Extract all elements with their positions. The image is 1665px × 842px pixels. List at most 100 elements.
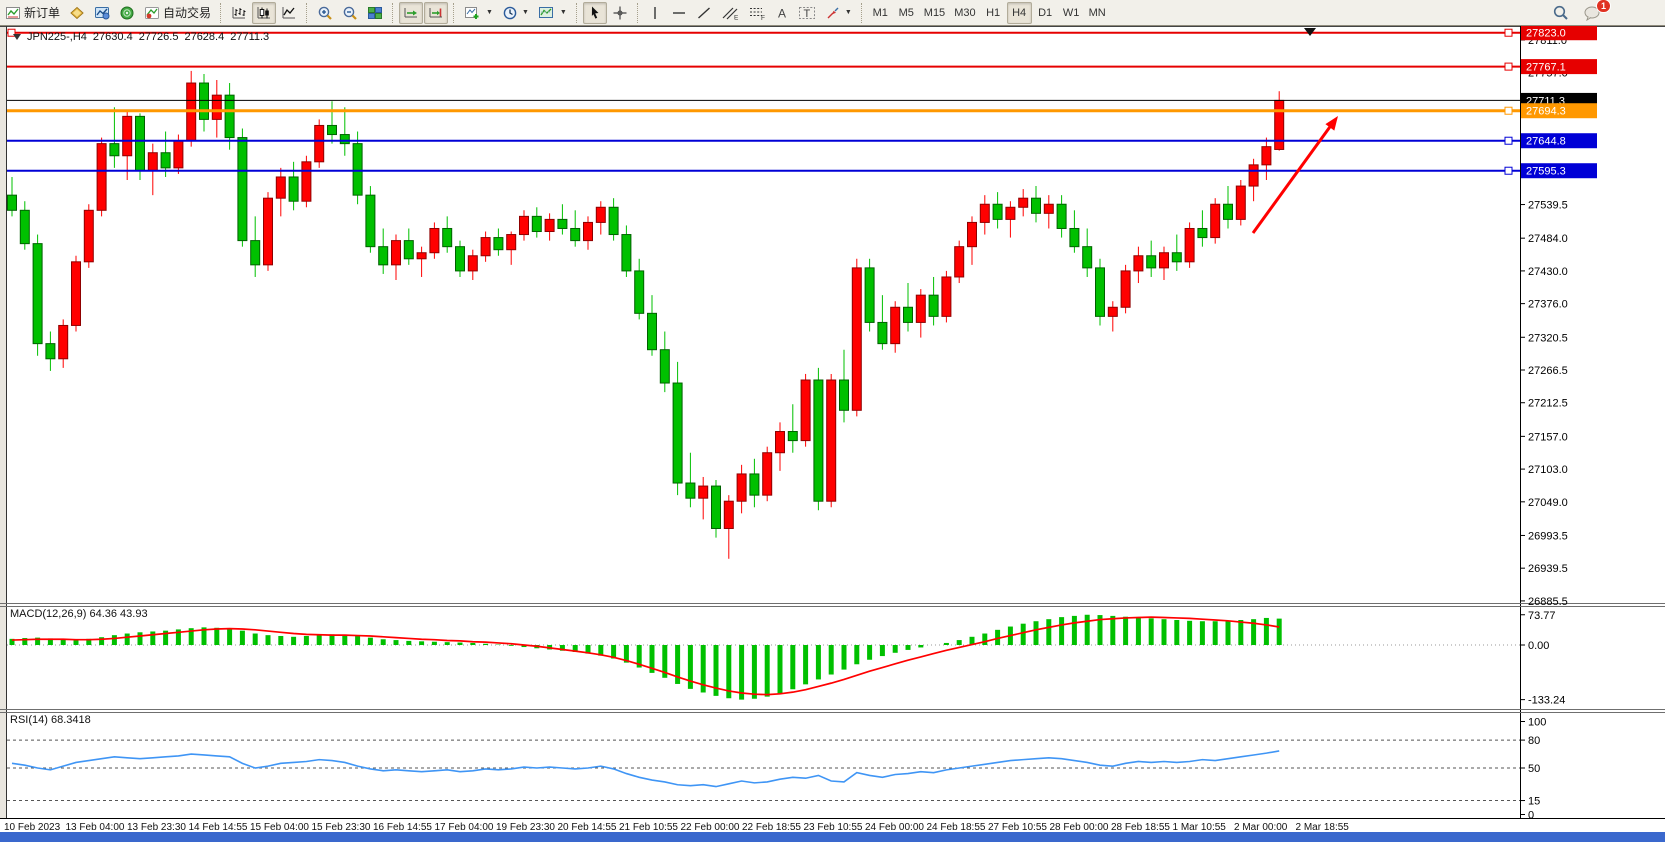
market-watch-button[interactable] (90, 2, 114, 24)
timeframe-button-h4[interactable]: H4 (1006, 1, 1032, 24)
svg-text:27644.8: 27644.8 (1526, 136, 1566, 148)
timeframe-button-m1[interactable]: M1 (872, 6, 888, 19)
svg-text:27595.3: 27595.3 (1526, 166, 1566, 178)
fibonacci-icon: F (748, 5, 766, 22)
ohlc-close: 27711.3 (230, 31, 270, 43)
candlestick (595, 201, 606, 235)
channel-icon: E (721, 5, 739, 21)
svg-text:T: T (803, 8, 810, 20)
candlestick (647, 295, 657, 356)
line-handle[interactable] (1504, 62, 1513, 71)
text-label-tool-button[interactable]: T (794, 2, 820, 24)
candlestick (506, 231, 517, 265)
new-order-button[interactable]: 新订单 (2, 2, 64, 24)
chart-object-marker[interactable] (1304, 28, 1316, 36)
time-axis-label: 16 Feb 14:55 (373, 822, 432, 833)
candlestick (967, 216, 977, 265)
price-badge: 27644.8 (1521, 133, 1597, 149)
candlestick (237, 128, 248, 247)
autotrading-icon (144, 5, 160, 21)
chart-shift-button[interactable] (424, 1, 449, 24)
price-axis-label: 27212.5 (1528, 398, 1568, 410)
horizontal-line-27644.8[interactable] (7, 136, 1520, 145)
candlestick (416, 246, 427, 277)
timeframe-button-h1[interactable]: H1 (986, 6, 1001, 19)
timeframe-button-mn[interactable]: MN (1088, 6, 1106, 19)
time-axis-label: 22 Feb 18:55 (742, 822, 801, 833)
periods-button[interactable]: ▼ (498, 2, 533, 24)
timeframe-button-m30[interactable]: M30 (954, 6, 976, 19)
timeframe-button-m15[interactable]: M15 (923, 6, 946, 19)
time-axis-label: 10 Feb 2023 (4, 822, 61, 833)
timeframe-button-m5[interactable]: M5 (898, 6, 914, 19)
tile-windows-button[interactable] (363, 2, 387, 24)
trendline-icon (696, 5, 712, 21)
bar-chart-icon (231, 5, 247, 21)
price-axis-label: 27320.5 (1528, 332, 1568, 344)
line-handle[interactable] (1504, 28, 1513, 37)
price-axis-label: 27157.0 (1528, 431, 1568, 443)
ohlc-open: 27630.4 (92, 31, 133, 43)
autotrading-button[interactable]: 自动交易 (140, 2, 215, 24)
candlestick (851, 258, 862, 417)
price-axis-label: 26885.5 (1528, 596, 1568, 608)
candlestick (263, 192, 273, 271)
crosshair-icon (612, 5, 628, 21)
horizontal-line-27767.1[interactable] (7, 62, 1520, 71)
candlestick (71, 255, 81, 332)
svg-text:27823.0: 27823.0 (1526, 28, 1566, 40)
navigator-button[interactable] (115, 2, 139, 24)
candlestick-chart-button[interactable] (252, 1, 277, 24)
candlestick (480, 231, 491, 262)
candlestick (83, 204, 94, 268)
rsi-axis-label: 0 (1528, 810, 1534, 822)
equidistant-channel-tool-button[interactable]: E (717, 2, 743, 24)
line-handle[interactable] (1504, 136, 1513, 145)
line-handle[interactable] (7, 28, 16, 37)
dropdown-caret-icon: ▼ (844, 9, 852, 16)
candlestick (365, 186, 376, 253)
candlestick (775, 422, 785, 471)
one-click-trading-icon[interactable] (13, 34, 21, 40)
notifications-button[interactable]: 1 (1579, 0, 1611, 24)
trendline-tool-button[interactable] (692, 2, 716, 24)
bar-chart-button[interactable] (227, 2, 251, 24)
crosshair-button[interactable] (608, 2, 632, 24)
timeframe-button-w1[interactable]: W1 (1062, 6, 1080, 19)
charts-profile-button[interactable] (65, 2, 89, 24)
fibonacci-tool-button[interactable]: F (744, 2, 770, 24)
horizontal-line-27823.0[interactable] (7, 28, 1520, 37)
horizontal-line-27595.3[interactable] (7, 166, 1520, 175)
new-chart-button[interactable]: ▼ (460, 2, 497, 24)
horizontal-line-tool-button[interactable] (667, 2, 691, 24)
candlestick (659, 331, 670, 393)
price-axis-label: 26993.5 (1528, 530, 1568, 542)
trend-arrow-annotation[interactable] (1251, 116, 1338, 234)
text-icon: A (775, 5, 789, 21)
toolbar-separator (392, 2, 394, 23)
line-handle[interactable] (1504, 166, 1513, 175)
dropdown-caret-icon: ▼ (486, 9, 493, 16)
candlestick (685, 452, 696, 508)
horizontal-line-27694.3[interactable] (7, 106, 1520, 115)
chart-ohlc: 27630.4 27726.5 27628.4 27711.3 (93, 31, 269, 43)
text-tool-button[interactable]: A (771, 2, 793, 24)
gold-profile-icon (69, 5, 85, 21)
zoom-out-button[interactable] (338, 2, 362, 24)
rsi-axis-label: 80 (1528, 735, 1540, 747)
cursor-button[interactable] (582, 1, 607, 24)
templates-button[interactable]: ▼ (534, 2, 571, 24)
timeframe-button-d1[interactable]: D1 (1038, 6, 1053, 19)
zoom-in-button[interactable] (313, 2, 337, 24)
candlestick (877, 295, 888, 350)
arrows-tool-button[interactable]: ▼ (821, 2, 856, 24)
price-axis-label: 26939.5 (1528, 563, 1568, 575)
auto-scroll-button[interactable] (399, 1, 424, 24)
line-handle[interactable] (1504, 106, 1513, 115)
line-chart-button[interactable] (277, 2, 301, 24)
search-button[interactable] (1548, 2, 1573, 24)
macd-axis-label: 73.77 (1528, 610, 1556, 622)
vertical-line-tool-button[interactable] (644, 2, 666, 24)
